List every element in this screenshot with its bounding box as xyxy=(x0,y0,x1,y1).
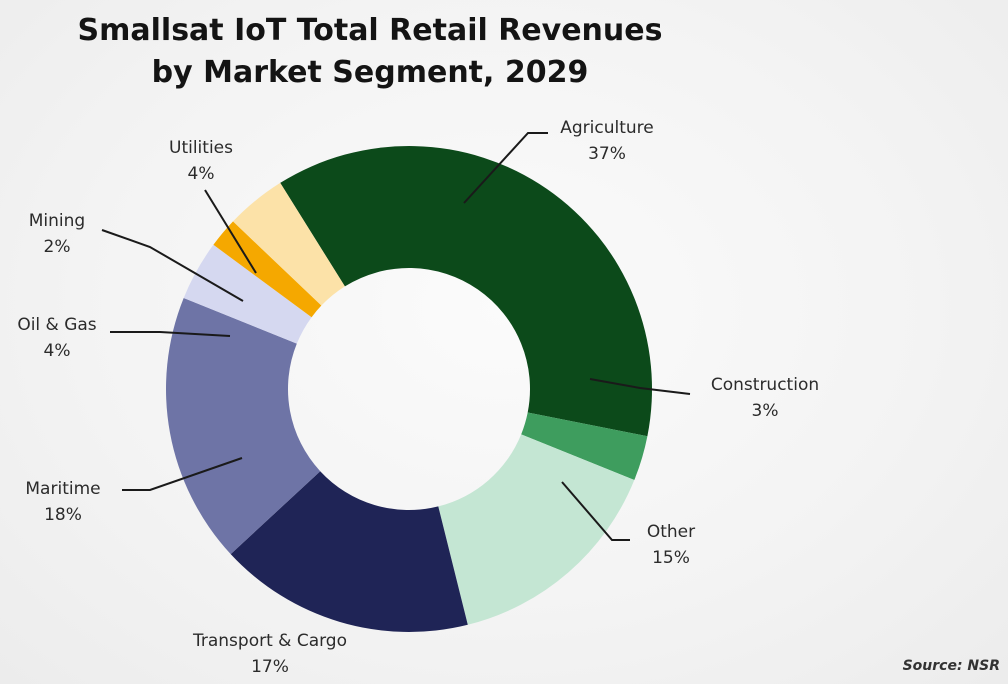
slice-maritime xyxy=(166,297,321,555)
chart-title: Smallsat IoT Total Retail Revenues by Ma… xyxy=(40,10,700,94)
label-name-maritime: Maritime xyxy=(25,479,100,499)
label-name-transport-and-cargo: Transport & Cargo xyxy=(192,631,347,651)
slice-utilities xyxy=(233,182,345,306)
slice-agriculture xyxy=(280,145,652,437)
label-value-agriculture: 37% xyxy=(588,144,626,164)
leader-line-construction xyxy=(589,378,691,395)
label-name-agriculture: Agriculture xyxy=(560,118,654,138)
label-name-mining: Mining xyxy=(29,211,85,231)
label-value-transport-and-cargo: 17% xyxy=(251,657,289,677)
chart-title-line-1: Smallsat IoT Total Retail Revenues xyxy=(77,13,663,48)
slice-oil-and-gas xyxy=(183,244,312,344)
label-name-utilities: Utilities xyxy=(169,138,233,158)
slice-transport-and-cargo xyxy=(230,471,468,632)
chart-title-line-2: by Market Segment, 2029 xyxy=(151,55,589,90)
label-value-construction: 3% xyxy=(752,401,779,421)
label-name-oil-and-gas: Oil & Gas xyxy=(17,315,96,335)
label-value-mining: 2% xyxy=(44,237,71,257)
donut-slices xyxy=(166,145,652,632)
leader-line-mining xyxy=(101,229,244,302)
leader-line-utilities xyxy=(204,189,257,274)
slice-construction xyxy=(521,412,648,481)
slice-other xyxy=(438,434,635,625)
label-value-oil-and-gas: 4% xyxy=(44,341,71,361)
leader-line-oil-and-gas xyxy=(110,331,231,337)
label-value-maritime: 18% xyxy=(44,505,82,525)
label-value-other: 15% xyxy=(652,548,690,568)
source-note: Source: NSR xyxy=(902,658,1000,674)
label-value-utilities: 4% xyxy=(188,164,215,184)
leader-line-maritime xyxy=(122,457,243,491)
leader-line-agriculture xyxy=(463,132,548,204)
slice-mining xyxy=(213,221,322,318)
label-name-other: Other xyxy=(647,522,695,542)
label-name-construction: Construction xyxy=(711,375,819,395)
slice-labels: Agriculture 37% Construction 3% Other 15% Tran… xyxy=(17,118,819,677)
leader-lines xyxy=(101,132,691,541)
leader-line-other xyxy=(561,481,630,541)
